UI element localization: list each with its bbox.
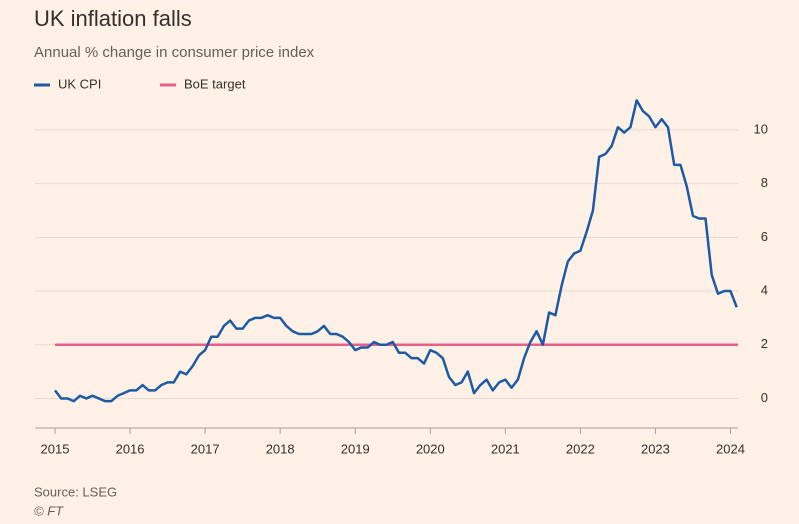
x-tick-label: 2023 (641, 441, 670, 456)
x-tick-label: 2017 (191, 441, 220, 456)
source: Source: LSEG (34, 484, 117, 499)
legend-label: UK CPI (58, 76, 101, 91)
x-tick-label: 2021 (491, 441, 520, 456)
x-tick-label: 2018 (266, 441, 295, 456)
credit: © FT (34, 503, 64, 518)
x-tick-label: 2024 (716, 441, 745, 456)
x-tick-label: 2015 (41, 441, 70, 456)
y-tick-label: 10 (754, 121, 768, 136)
y-tick-label: 8 (761, 175, 768, 190)
series-line (54, 99, 738, 403)
y-tick-label: 4 (761, 282, 768, 297)
legend-label: BoE target (184, 76, 246, 91)
y-tick-label: 0 (761, 390, 768, 405)
chart-subtitle: Annual % change in consumer price index (34, 44, 315, 61)
y-tick-label: 6 (761, 229, 768, 244)
x-tick-label: 2022 (566, 441, 595, 456)
x-tick-label: 2016 (116, 441, 145, 456)
chart-title: UK inflation falls (34, 6, 192, 31)
x-tick-label: 2019 (341, 441, 370, 456)
x-tick-label: 2020 (416, 441, 445, 456)
y-tick-label: 2 (761, 336, 768, 351)
